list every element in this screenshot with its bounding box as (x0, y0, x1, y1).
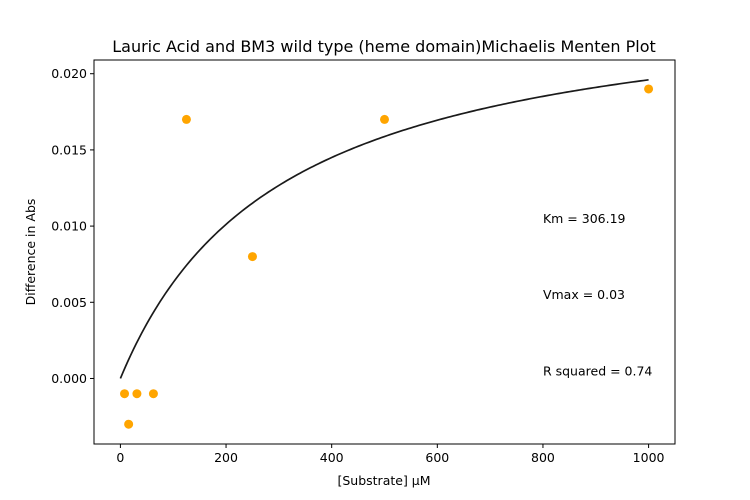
data-point (380, 114, 389, 124)
fit-annotation: Vmax = 0.03 (543, 287, 625, 302)
fit-annotation: Km = 306.19 (543, 211, 626, 226)
y-tick-label: 0.020 (51, 66, 87, 81)
y-tick-label: 0.015 (51, 142, 87, 157)
x-axis-label: [Substrate] µM (337, 473, 430, 488)
data-point (124, 419, 134, 429)
annotations-layer: Km = 306.19 Vmax = 0.03 R squared = 0.74 (543, 211, 652, 378)
x-tick-label: 600 (425, 450, 449, 465)
x-tick-label: 1000 (633, 450, 665, 465)
x-axis-ticks: 0 200 400 600 800 1000 (116, 444, 665, 465)
y-axis-ticks: 0.000 0.005 0.010 0.015 0.020 (51, 66, 94, 386)
x-tick-label: 400 (320, 450, 344, 465)
fit-curve (119, 78, 649, 379)
plot-frame (93, 59, 676, 445)
fit-annotation: R squared = 0.74 (543, 363, 652, 378)
data-point (148, 389, 158, 399)
data-point (247, 252, 257, 262)
y-tick-label: 0.010 (51, 219, 87, 234)
data-point (644, 84, 654, 94)
data-point (120, 389, 130, 399)
chart-title: Lauric Acid and BM3 wild type (heme doma… (112, 37, 656, 56)
x-tick-label: 800 (531, 450, 555, 465)
x-tick-label: 200 (214, 450, 238, 465)
y-axis-label: Difference in Abs (23, 199, 38, 306)
data-point (132, 389, 142, 399)
y-tick-label: 0.000 (51, 371, 87, 386)
fit-curve-layer (119, 78, 649, 379)
data-points-layer (120, 84, 654, 429)
y-tick-label: 0.005 (51, 295, 87, 310)
x-tick-label: 0 (116, 450, 124, 465)
data-point (181, 114, 191, 124)
